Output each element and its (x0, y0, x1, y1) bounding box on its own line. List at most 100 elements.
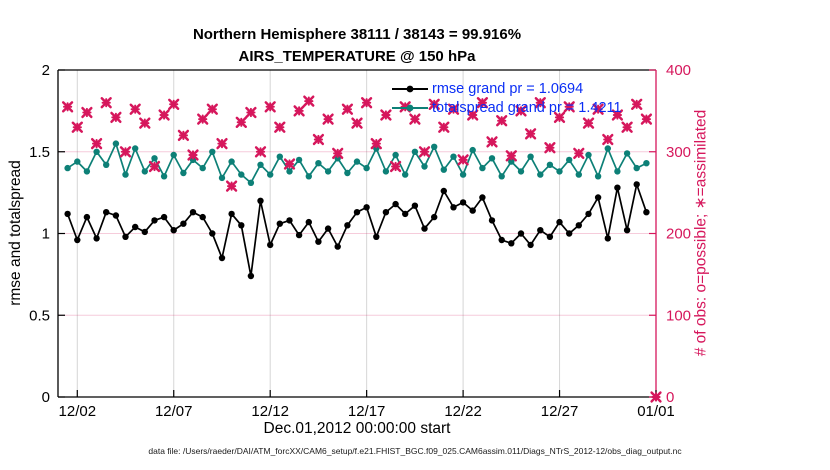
rmse-marker (527, 241, 534, 249)
rmse-marker (103, 209, 110, 216)
totalspread-marker (363, 164, 370, 172)
totalspread-marker (160, 173, 168, 180)
totalspread-marker (546, 161, 554, 168)
obs-count-asterisk-marker (303, 95, 315, 107)
obs-count-asterisk-marker (148, 160, 161, 173)
totalspread-marker (64, 164, 71, 172)
obs-count-asterisk-marker (640, 113, 653, 125)
obs-count-asterisk-marker (235, 116, 247, 128)
left-y-tick-label: 0 (42, 389, 50, 406)
obs-count-asterisk-marker (177, 129, 190, 142)
totalspread-marker (614, 168, 621, 175)
rmse-marker (257, 197, 264, 204)
rmse-marker (122, 233, 129, 240)
obs-count-asterisk-marker (264, 101, 276, 113)
totalspread-marker (74, 158, 81, 165)
right-y-tick-label: 0 (666, 389, 674, 406)
legend: rmse grand pr = 1.0694 totalspread grand… (391, 79, 622, 117)
obs-count-asterisk-marker (360, 97, 373, 109)
totalspread-marker (276, 153, 283, 160)
obs-count-asterisk-marker (524, 128, 537, 140)
obs-count-asterisk-marker (312, 133, 325, 146)
data-file-path: data file: /Users/raeder/DAI/ATM_forcXX/… (148, 446, 682, 456)
obs-count-asterisk-marker (254, 146, 267, 158)
left-y-tick-label: 1 (42, 226, 50, 243)
totalspread-marker (305, 173, 312, 180)
totalspread-marker (238, 171, 245, 178)
legend-label-totalspread: totalspread grand pr = 1.4211 (432, 99, 622, 116)
rmse-marker (421, 225, 428, 232)
totalspread-marker (556, 168, 563, 175)
totalspread-line-marker-icon (392, 104, 428, 111)
rmse-marker (160, 213, 168, 221)
totalspread-marker (132, 145, 139, 152)
rmse-marker (199, 213, 206, 221)
totalspread-marker (209, 148, 216, 155)
obs-count-asterisk-marker (351, 117, 363, 129)
obs-count-asterisk-marker (197, 113, 209, 125)
obs-count-asterisk-marker (110, 111, 122, 124)
totalspread-marker (575, 171, 582, 178)
x-tick-label: 12/02 (59, 403, 97, 420)
totalspread-marker (151, 155, 158, 162)
rmse-marker (517, 230, 525, 237)
rmse-marker (604, 235, 611, 242)
totalspread-marker (295, 156, 303, 164)
rmse-marker (170, 227, 177, 234)
rmse-marker (315, 238, 322, 245)
chart-title-line2: AIRS_TEMPERATURE @ 150 hPa (238, 48, 476, 65)
obs-count-asterisk-marker (611, 109, 624, 121)
obs-count-asterisk-marker (293, 105, 305, 117)
obs-count-asterisk-marker (81, 106, 93, 119)
rmse-marker (180, 220, 187, 227)
rmse-marker (286, 217, 293, 224)
obs-count-asterisk-marker (216, 137, 228, 150)
obs-count-asterisk-marker (389, 160, 402, 173)
totalspread-marker (623, 150, 631, 157)
rmse-marker (479, 194, 486, 201)
rmse-marker (112, 212, 120, 219)
totalspread-marker (267, 171, 274, 178)
totalspread-marker (199, 164, 206, 172)
rmse-marker (594, 194, 602, 201)
obs-count-asterisk-marker (418, 146, 431, 158)
totalspread-marker (353, 158, 361, 165)
rmse-marker (344, 222, 351, 229)
totalspread-marker (122, 171, 129, 178)
obs-count-asterisk-marker (505, 150, 517, 162)
rmse-marker (209, 230, 216, 237)
obs-count-asterisk-marker (438, 121, 450, 133)
left-y-tick-label: 2 (42, 62, 50, 79)
rmse-marker (488, 217, 496, 224)
totalspread-marker (411, 148, 419, 155)
rmse-marker (566, 230, 573, 237)
obs-count-asterisk-marker (486, 136, 498, 148)
obs-count-asterisk-marker (631, 98, 643, 110)
obs-count-asterisk-marker (428, 98, 440, 110)
obs-count-asterisk-marker (100, 97, 112, 109)
obs-count-asterisk-marker (592, 103, 604, 115)
obs-count-asterisk-marker (534, 97, 546, 109)
rmse-marker (411, 202, 419, 209)
totalspread-marker (402, 171, 409, 178)
rmse-marker (382, 209, 390, 216)
totalspread-marker (218, 174, 226, 182)
totalspread-marker (459, 171, 467, 178)
rmse-marker (132, 223, 139, 231)
obs-count-asterisk-marker (129, 103, 141, 115)
obs-count-asterisk-marker (621, 121, 633, 133)
obs-count-asterisk-marker (274, 121, 286, 133)
totalspread-marker (382, 168, 390, 175)
totalspread-marker (643, 160, 650, 167)
right-y-tick-label: 100 (666, 307, 691, 324)
obs-count-asterisk-marker (409, 113, 421, 125)
chart-title-line1: Northern Hemisphere 38111 / 38143 = 99.9… (192, 26, 522, 43)
rmse-marker (469, 207, 476, 214)
obs-count-asterisk-marker (283, 158, 296, 170)
rmse-marker (537, 227, 544, 234)
x-tick-label: 12/12 (251, 403, 289, 420)
rmse-marker (64, 210, 71, 218)
obs-count-asterisk-marker (380, 109, 392, 121)
rmse-marker (440, 187, 447, 195)
rmse-marker (431, 213, 438, 221)
